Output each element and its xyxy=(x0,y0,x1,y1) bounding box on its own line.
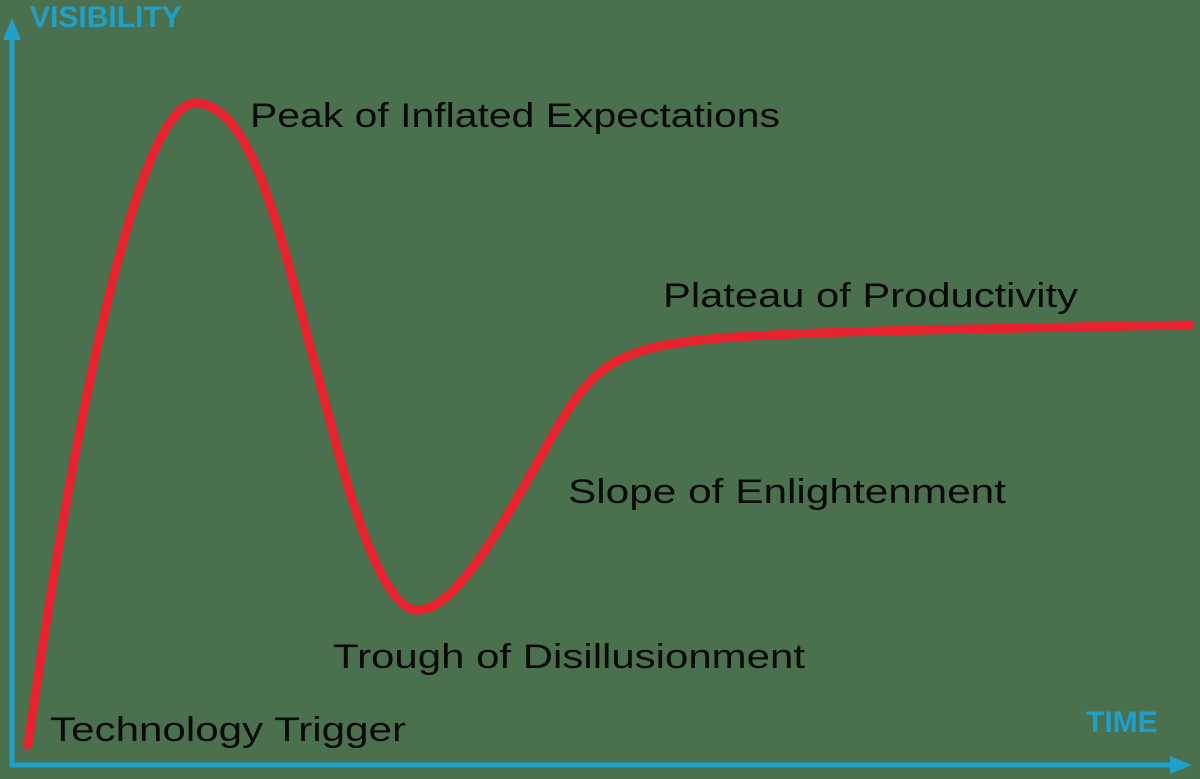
y-axis-label: VISIBILITY xyxy=(30,1,182,34)
label-slope-of-enlightenment: Slope of Enlightenment xyxy=(568,473,1007,511)
x-axis-arrowhead xyxy=(1170,756,1192,774)
hype-curve xyxy=(23,98,1195,750)
label-technology-trigger: Technology Trigger xyxy=(50,711,406,749)
y-axis-arrowhead xyxy=(3,18,21,40)
label-peak-of-inflated-expectations: Peak of Inflated Expectations xyxy=(250,97,780,135)
x-axis-label: TIME xyxy=(1086,706,1158,739)
label-trough-of-disillusionment: Trough of Disillusionment xyxy=(333,638,806,676)
label-plateau-of-productivity: Plateau of Productivity xyxy=(663,277,1078,315)
